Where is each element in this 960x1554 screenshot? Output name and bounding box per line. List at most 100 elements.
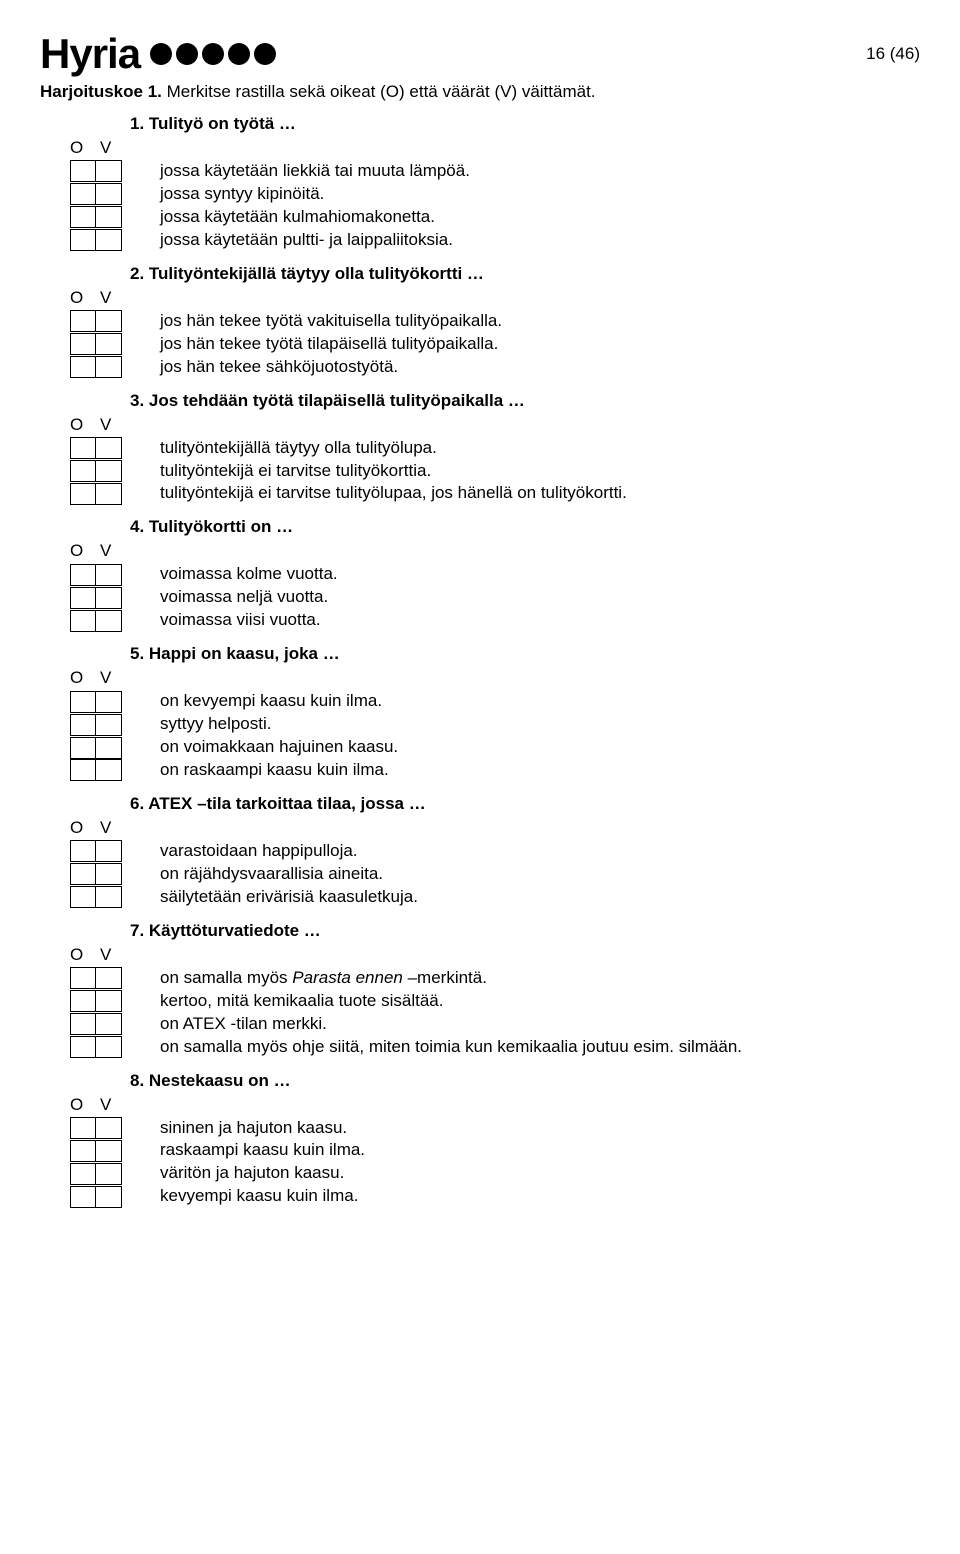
checkbox-wrong[interactable] xyxy=(96,356,122,378)
checkbox-wrong[interactable] xyxy=(96,1013,122,1035)
o-label: O xyxy=(70,541,100,561)
checkbox-correct[interactable] xyxy=(70,714,96,736)
checkbox-wrong[interactable] xyxy=(96,310,122,332)
checkbox-correct[interactable] xyxy=(70,1140,96,1162)
checkbox-correct[interactable] xyxy=(70,759,96,781)
checkbox-correct[interactable] xyxy=(70,840,96,862)
checkbox-wrong[interactable] xyxy=(96,1036,122,1058)
checkbox-correct[interactable] xyxy=(70,1186,96,1208)
checkbox-correct[interactable] xyxy=(70,1036,96,1058)
v-label: V xyxy=(100,945,130,965)
statement-row: on samalla myös ohje siitä, miten toimia… xyxy=(70,1036,920,1059)
question-block: 4. Tulityökortti on …OVvoimassa kolme vu… xyxy=(40,517,920,632)
checkbox-wrong[interactable] xyxy=(96,483,122,505)
statement-post: –merkintä. xyxy=(403,968,487,987)
checkbox-correct[interactable] xyxy=(70,183,96,205)
checkbox-wrong[interactable] xyxy=(96,1186,122,1208)
checkbox-wrong[interactable] xyxy=(96,990,122,1012)
statement-row: on raskaampi kaasu kuin ilma. xyxy=(70,759,920,782)
statement-row: väritön ja hajuton kaasu. xyxy=(70,1162,920,1185)
statement-text: jossa käytetään pultti- ja laippaliitoks… xyxy=(160,229,453,252)
checkbox-correct[interactable] xyxy=(70,863,96,885)
checkbox-pair xyxy=(70,886,122,908)
checkbox-wrong[interactable] xyxy=(96,1163,122,1185)
checkbox-wrong[interactable] xyxy=(96,206,122,228)
checkbox-wrong[interactable] xyxy=(96,610,122,632)
checkbox-correct[interactable] xyxy=(70,967,96,989)
question-block: 3. Jos tehdään työtä tilapäisellä tulity… xyxy=(40,391,920,506)
checkbox-wrong[interactable] xyxy=(96,1117,122,1139)
checkbox-correct[interactable] xyxy=(70,564,96,586)
checkbox-wrong[interactable] xyxy=(96,840,122,862)
ov-header: OV xyxy=(70,668,920,688)
checkbox-pair xyxy=(70,206,122,228)
checkbox-wrong[interactable] xyxy=(96,587,122,609)
brand-logo: Hyria xyxy=(40,30,276,78)
checkbox-wrong[interactable] xyxy=(96,437,122,459)
statement-text: jossa käytetään kulmahiomakonetta. xyxy=(160,206,435,229)
statement-row: raskaampi kaasu kuin ilma. xyxy=(70,1139,920,1162)
o-label: O xyxy=(70,818,100,838)
checkbox-pair xyxy=(70,460,122,482)
checkbox-wrong[interactable] xyxy=(96,691,122,713)
checkbox-correct[interactable] xyxy=(70,1117,96,1139)
checkbox-wrong[interactable] xyxy=(96,737,122,759)
checkbox-wrong[interactable] xyxy=(96,229,122,251)
question-title: 5. Happi on kaasu, joka … xyxy=(130,644,920,664)
checkbox-wrong[interactable] xyxy=(96,1140,122,1162)
checkbox-wrong[interactable] xyxy=(96,759,122,781)
checkbox-wrong[interactable] xyxy=(96,160,122,182)
checkbox-correct[interactable] xyxy=(70,160,96,182)
checkbox-correct[interactable] xyxy=(70,460,96,482)
checkbox-correct[interactable] xyxy=(70,1163,96,1185)
checkbox-wrong[interactable] xyxy=(96,564,122,586)
checkbox-wrong[interactable] xyxy=(96,967,122,989)
checkbox-correct[interactable] xyxy=(70,483,96,505)
statement-row: varastoidaan happipulloja. xyxy=(70,840,920,863)
checkbox-pair xyxy=(70,483,122,505)
statement-row: jos hän tekee työtä tilapäisellä tulityö… xyxy=(70,333,920,356)
checkbox-correct[interactable] xyxy=(70,206,96,228)
statement-row: kevyempi kaasu kuin ilma. xyxy=(70,1185,920,1208)
intro-text: Harjoituskoe 1. Merkitse rastilla sekä o… xyxy=(40,82,920,102)
statement-text: raskaampi kaasu kuin ilma. xyxy=(160,1139,365,1162)
statement-row: on samalla myös Parasta ennen –merkintä. xyxy=(70,967,920,990)
checkbox-correct[interactable] xyxy=(70,886,96,908)
checkbox-wrong[interactable] xyxy=(96,863,122,885)
checkbox-correct[interactable] xyxy=(70,990,96,1012)
document-page: Hyria 16 (46) Harjoituskoe 1. Merkitse r… xyxy=(0,30,960,1208)
checkbox-wrong[interactable] xyxy=(96,886,122,908)
o-label: O xyxy=(70,1095,100,1115)
checkbox-correct[interactable] xyxy=(70,1013,96,1035)
v-label: V xyxy=(100,541,130,561)
checkbox-wrong[interactable] xyxy=(96,333,122,355)
ov-header: OV xyxy=(70,541,920,561)
checkbox-pair xyxy=(70,737,122,759)
checkbox-pair xyxy=(70,333,122,355)
question-title: 2. Tulityöntekijällä täytyy olla tulityö… xyxy=(130,264,920,284)
checkbox-correct[interactable] xyxy=(70,356,96,378)
statement-text: tulityöntekijällä täytyy olla tulityölup… xyxy=(160,437,437,460)
statement-text: jos hän tekee työtä tilapäisellä tulityö… xyxy=(160,333,498,356)
checkbox-correct[interactable] xyxy=(70,610,96,632)
statement-text: jossa käytetään liekkiä tai muuta lämpöä… xyxy=(160,160,470,183)
statement-text: syttyy helposti. xyxy=(160,713,272,736)
checkbox-correct[interactable] xyxy=(70,737,96,759)
statement-pre: on samalla myös xyxy=(160,968,292,987)
ov-header: OV xyxy=(70,288,920,308)
v-label: V xyxy=(100,1095,130,1115)
checkbox-correct[interactable] xyxy=(70,333,96,355)
checkbox-correct[interactable] xyxy=(70,437,96,459)
checkbox-wrong[interactable] xyxy=(96,183,122,205)
checkbox-correct[interactable] xyxy=(70,229,96,251)
checkbox-correct[interactable] xyxy=(70,587,96,609)
page-header: Hyria 16 (46) xyxy=(40,30,920,78)
checkbox-wrong[interactable] xyxy=(96,460,122,482)
statement-row: voimassa viisi vuotta. xyxy=(70,609,920,632)
question-block: 6. ATEX –tila tarkoittaa tilaa, jossa …O… xyxy=(40,794,920,909)
checkbox-wrong[interactable] xyxy=(96,714,122,736)
checkbox-correct[interactable] xyxy=(70,691,96,713)
o-label: O xyxy=(70,138,100,158)
statement-text: on kevyempi kaasu kuin ilma. xyxy=(160,690,382,713)
checkbox-correct[interactable] xyxy=(70,310,96,332)
